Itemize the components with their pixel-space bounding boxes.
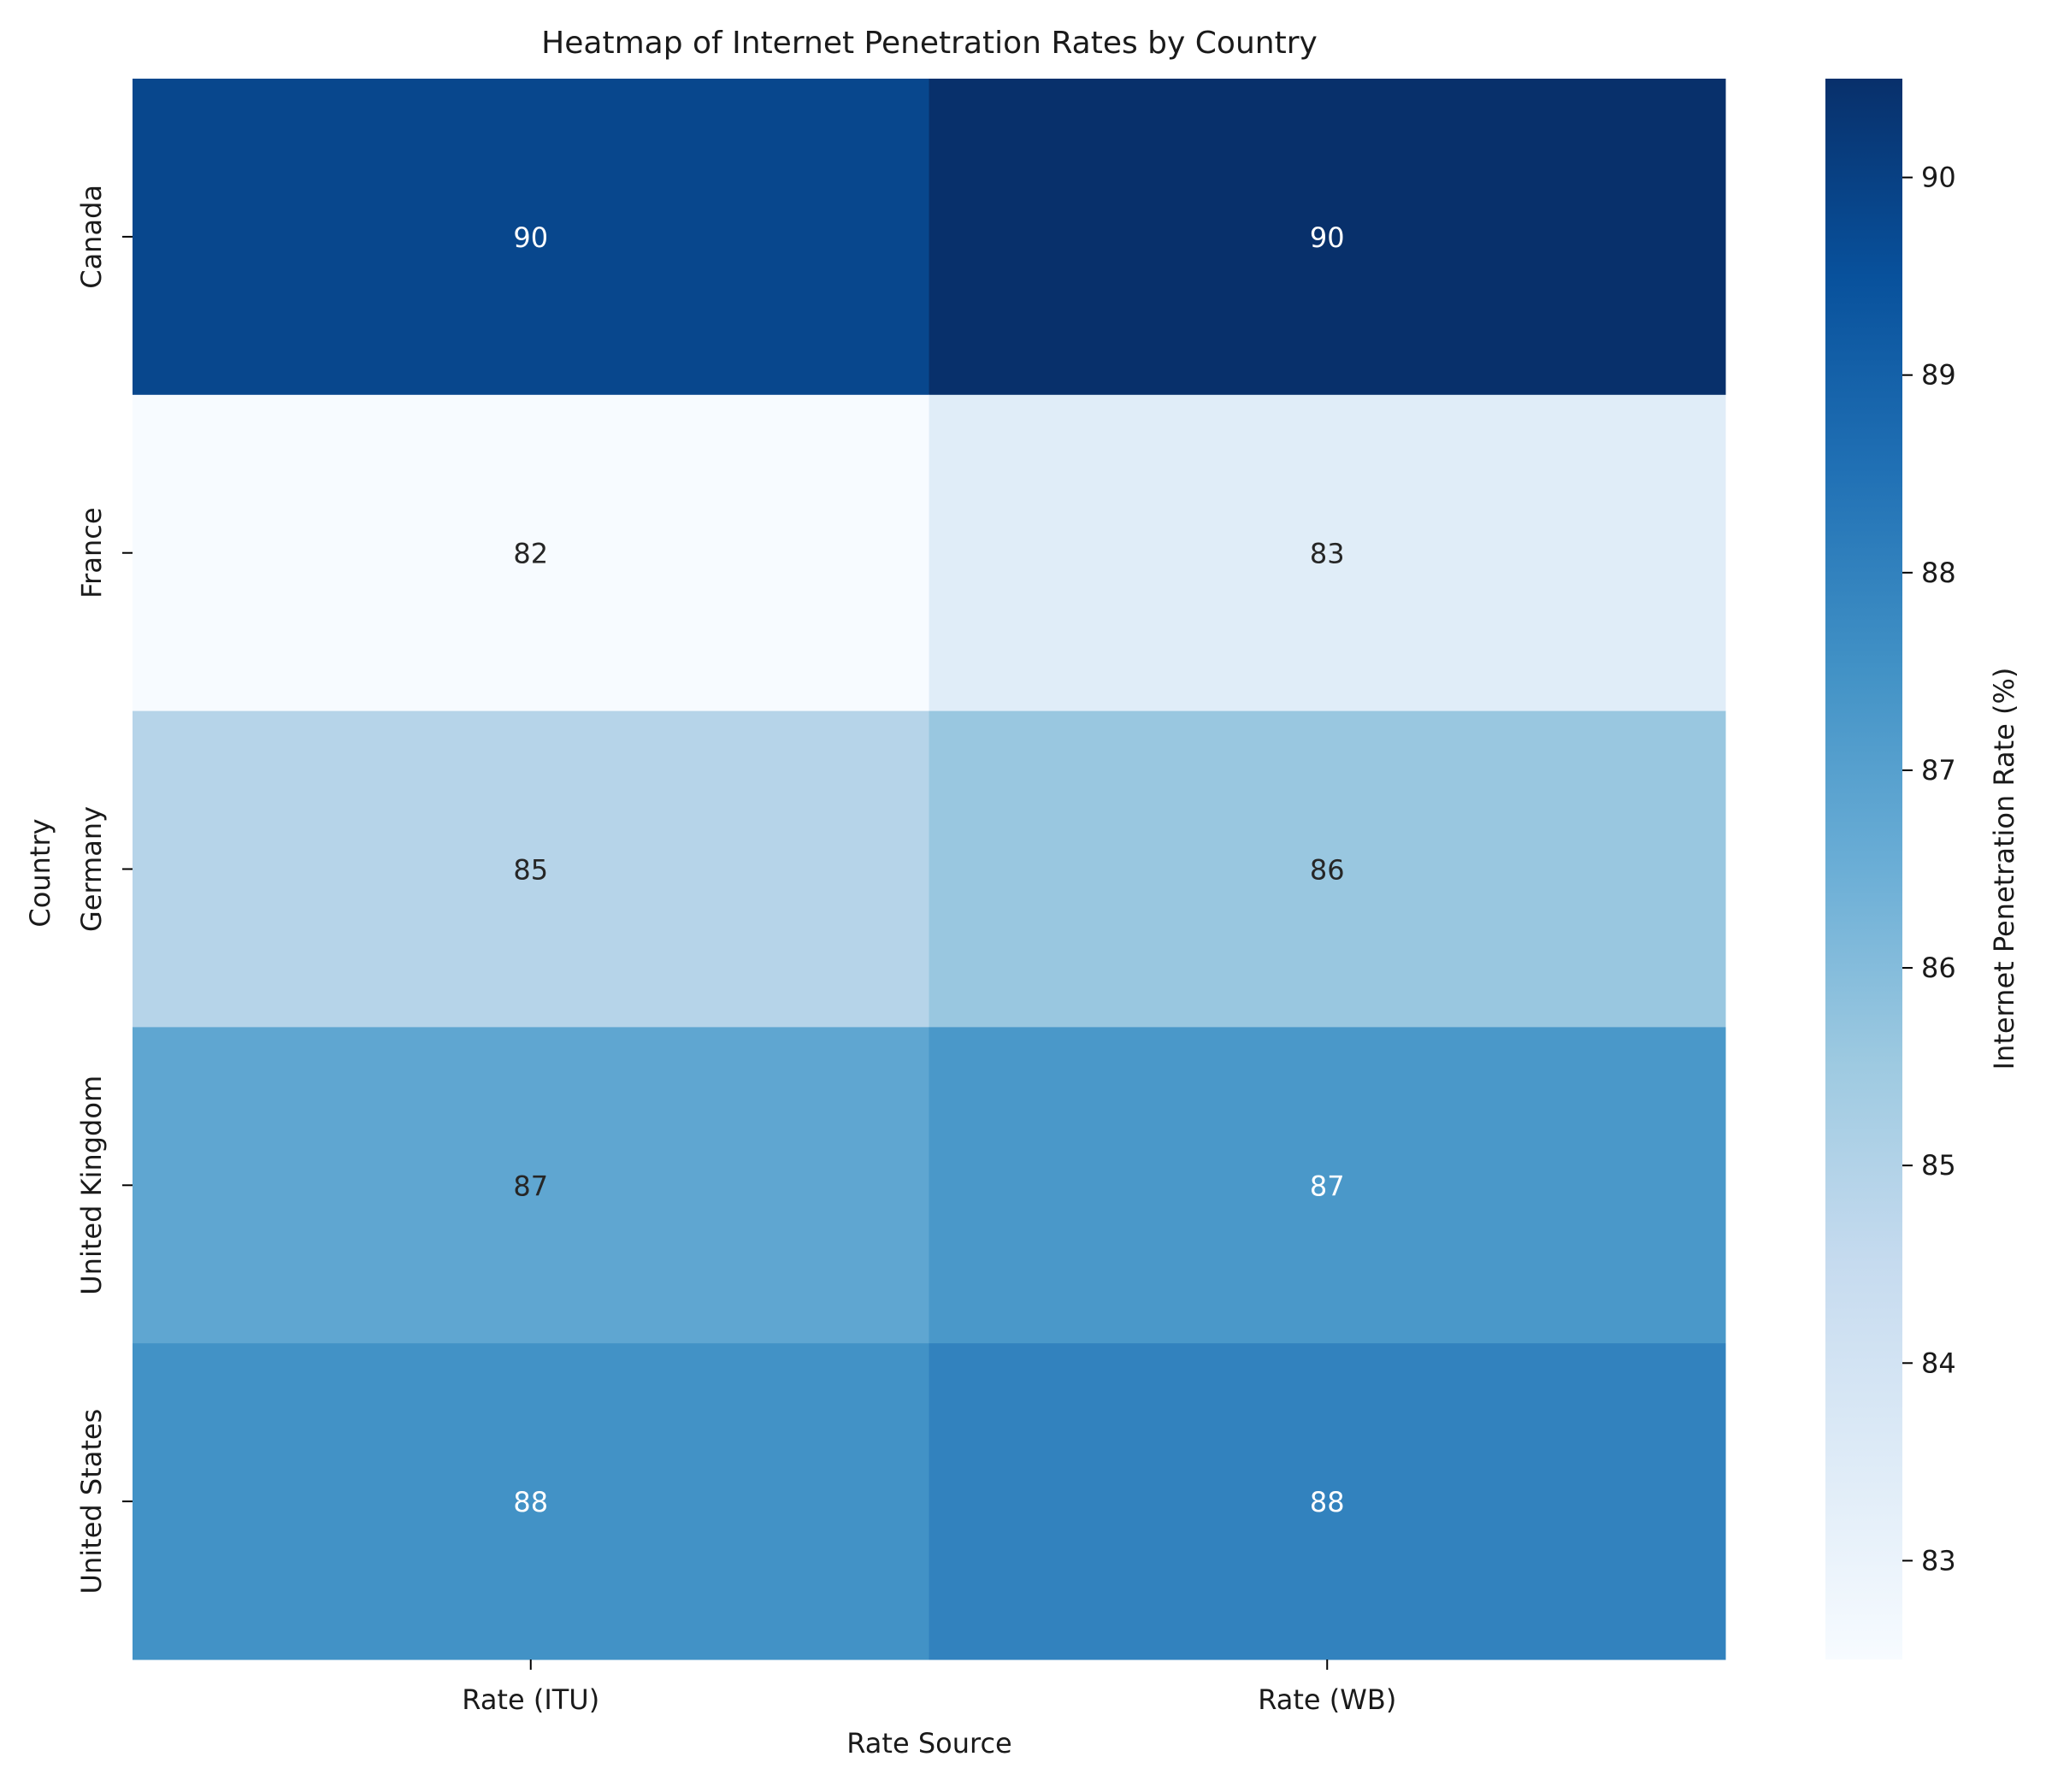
colorbar-tick-label: 87 [1921, 754, 1956, 787]
heatmap-cells [133, 79, 1726, 1660]
cell-value-label: 86 [1310, 854, 1345, 887]
heatmap-cell [929, 1027, 1726, 1344]
heatmap-cell-labels: 90 90 82 83 85 86 87 87 88 88 [513, 221, 1344, 1518]
x-axis-label: Rate Source [846, 1727, 1011, 1760]
heatmap-cell [133, 710, 929, 1028]
heatmap-cell [929, 394, 1726, 712]
cell-value-label: 82 [513, 538, 548, 570]
x-tick-label: Rate (ITU) [462, 1683, 599, 1716]
cell-value-label: 87 [513, 1170, 548, 1202]
cell-value-label: 88 [1310, 1486, 1345, 1518]
heatmap-cell [133, 1343, 929, 1660]
cell-value-label: 87 [1310, 1170, 1345, 1202]
heatmap-cell [929, 79, 1726, 396]
x-tick-label: Rate (WB) [1258, 1683, 1396, 1716]
colorbar-tick-label: 86 [1921, 952, 1956, 984]
y-axis: Canada France Germany United Kingdom United … [75, 185, 133, 1594]
colorbar-tick-label: 85 [1921, 1149, 1956, 1182]
colorbar: 83 84 85 86 87 88 89 90 Internet Penetration Ra… [1825, 79, 2020, 1659]
colorbar-tick-label: 84 [1921, 1347, 1956, 1379]
cell-value-label: 90 [1310, 221, 1345, 254]
y-tick-label: United States [75, 1409, 108, 1595]
y-tick-label: France [75, 507, 108, 598]
colorbar-ticks: 83 84 85 86 87 88 89 90 [1902, 162, 1956, 1577]
y-tick-label: Germany [75, 806, 108, 932]
colorbar-gradient [1825, 79, 1902, 1659]
heatmap-cell [133, 1027, 929, 1344]
heatmap-cell [133, 394, 929, 712]
cell-value-label: 88 [513, 1486, 548, 1518]
y-axis-label: Country [24, 818, 56, 927]
colorbar-tick-label: 88 [1921, 557, 1956, 589]
colorbar-tick-label: 83 [1921, 1544, 1956, 1577]
colorbar-tick-label: 89 [1921, 359, 1956, 392]
y-tick-label: Canada [75, 185, 108, 289]
heatmap-cell [929, 710, 1726, 1028]
heatmap-cell [929, 1343, 1726, 1660]
colorbar-label: Internet Penetration Rate (%) [1988, 668, 2020, 1070]
heatmap-cell [133, 79, 929, 396]
cell-value-label: 85 [513, 854, 548, 887]
y-tick-label: United Kingdom [75, 1076, 108, 1295]
cell-value-label: 90 [513, 221, 548, 254]
chart-title: Heatmap of Internet Penetration Rates by… [541, 26, 1318, 61]
x-axis: Rate (ITU) Rate (WB) [462, 1659, 1396, 1716]
colorbar-tick-label: 90 [1921, 162, 1956, 194]
cell-value-label: 83 [1310, 538, 1345, 570]
